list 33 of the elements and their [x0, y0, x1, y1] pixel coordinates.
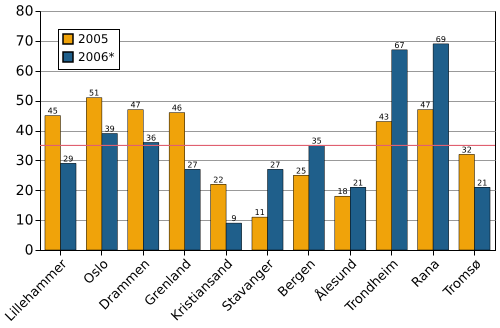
data-label: 9 — [231, 214, 236, 224]
data-label: 67 — [394, 40, 405, 50]
data-label: 21 — [477, 178, 488, 188]
data-label: 18 — [337, 187, 348, 196]
data-label: 27 — [270, 160, 280, 170]
data-label: 69 — [436, 34, 446, 44]
y-tick-label: 10 — [16, 212, 34, 229]
y-tick-label: 40 — [16, 123, 34, 139]
data-label: 46 — [172, 104, 182, 113]
y-tick-label: 0 — [24, 242, 34, 258]
data-label: 47 — [130, 100, 141, 110]
data-label: 32 — [462, 145, 472, 154]
data-label: 47 — [420, 100, 430, 110]
data-label: 21 — [352, 178, 364, 188]
data-label: 39 — [104, 124, 115, 134]
data-label: 43 — [378, 112, 390, 122]
legend-label: 2005 — [78, 32, 109, 46]
data-label: 25 — [296, 166, 306, 176]
data-label: 36 — [146, 133, 156, 142]
y-tick-label: 30 — [16, 152, 34, 169]
y-tick-label: 20 — [16, 182, 34, 199]
y-tick-label: 70 — [16, 33, 34, 50]
data-label: 27 — [187, 160, 198, 170]
y-tick-label: 80 — [16, 4, 34, 20]
y-tick-label: 60 — [16, 63, 34, 80]
data-label: 35 — [312, 136, 322, 146]
data-label: 51 — [89, 88, 100, 98]
data-label: 22 — [213, 175, 224, 184]
data-label: 29 — [63, 154, 74, 164]
y-tick-label: 50 — [16, 93, 34, 110]
data-label: 45 — [48, 106, 58, 116]
legend-label: 2006* — [78, 50, 115, 64]
data-label: 11 — [254, 208, 265, 218]
